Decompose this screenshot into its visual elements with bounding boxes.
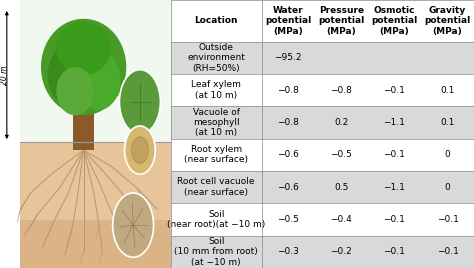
Bar (421, 236, 474, 268)
Text: −0.1: −0.1 (383, 215, 405, 224)
Bar (368, 139, 421, 171)
Text: Outside
environment
(RH=50%): Outside environment (RH=50%) (187, 43, 245, 73)
Bar (73, 107, 94, 150)
Text: Pressure
potential
(MPa): Pressure potential (MPa) (318, 6, 365, 36)
Bar (171, 203, 262, 236)
Text: −0.2: −0.2 (330, 247, 352, 256)
Bar (421, 42, 474, 74)
Text: −0.1: −0.1 (383, 150, 405, 159)
Text: 0: 0 (445, 183, 450, 192)
Bar (368, 236, 421, 268)
Bar (421, 139, 474, 171)
Bar (20, 142, 171, 268)
Text: −1.1: −1.1 (383, 118, 405, 127)
Circle shape (131, 137, 148, 163)
Text: −0.6: −0.6 (277, 150, 299, 159)
Text: −0.6: −0.6 (277, 183, 299, 192)
Ellipse shape (56, 67, 94, 115)
Ellipse shape (41, 19, 126, 115)
Text: −0.1: −0.1 (437, 215, 458, 224)
Bar (315, 42, 368, 74)
Bar (421, 171, 474, 203)
Text: −0.8: −0.8 (277, 85, 299, 95)
Text: 0.5: 0.5 (334, 183, 348, 192)
Bar (315, 236, 368, 268)
Text: −0.3: −0.3 (277, 247, 299, 256)
Bar (262, 139, 315, 171)
Ellipse shape (56, 21, 111, 75)
Bar (368, 171, 421, 203)
Bar (171, 0, 262, 42)
Text: Location: Location (194, 16, 238, 25)
Text: −0.1: −0.1 (383, 85, 405, 95)
Ellipse shape (78, 51, 120, 110)
Bar (262, 74, 315, 106)
Text: Root cell vacuole
(near surface): Root cell vacuole (near surface) (177, 177, 255, 197)
Bar (262, 106, 315, 139)
Bar (421, 203, 474, 236)
Circle shape (125, 126, 155, 174)
Bar (421, 0, 474, 42)
Bar (171, 74, 262, 106)
Text: 0.1: 0.1 (440, 85, 455, 95)
Circle shape (119, 70, 160, 134)
Text: 20 m: 20 m (0, 65, 9, 85)
Text: −0.5: −0.5 (330, 150, 352, 159)
Bar (421, 74, 474, 106)
Bar (315, 0, 368, 42)
Bar (20, 220, 171, 268)
Bar (20, 0, 171, 142)
Text: −0.1: −0.1 (383, 247, 405, 256)
Bar (315, 139, 368, 171)
Text: −0.8: −0.8 (330, 85, 352, 95)
Bar (171, 139, 262, 171)
Ellipse shape (48, 43, 96, 107)
Text: 0.2: 0.2 (334, 118, 348, 127)
Bar (368, 203, 421, 236)
Bar (315, 74, 368, 106)
Bar (368, 0, 421, 42)
Text: 0.1: 0.1 (440, 118, 455, 127)
Bar (368, 106, 421, 139)
Text: −0.1: −0.1 (437, 247, 458, 256)
Text: −1.1: −1.1 (383, 183, 405, 192)
Text: −0.4: −0.4 (330, 215, 352, 224)
Text: 0: 0 (445, 150, 450, 159)
Text: Soil
(near root)(at −10 m): Soil (near root)(at −10 m) (167, 210, 265, 229)
Bar (315, 171, 368, 203)
Text: Leaf xylem
(at 10 m): Leaf xylem (at 10 m) (191, 80, 241, 100)
Bar (315, 106, 368, 139)
Bar (262, 171, 315, 203)
Text: Gravity
potential
(MPa): Gravity potential (MPa) (424, 6, 471, 36)
Bar (171, 236, 262, 268)
Text: −95.2: −95.2 (274, 53, 302, 62)
Text: −0.5: −0.5 (277, 215, 299, 224)
Circle shape (113, 193, 154, 257)
Bar (171, 171, 262, 203)
Bar (368, 42, 421, 74)
Text: Soil
(10 mm from root)
(at −10 m): Soil (10 mm from root) (at −10 m) (174, 237, 258, 267)
Text: Osmotic
potential
(MPa): Osmotic potential (MPa) (371, 6, 418, 36)
Bar (262, 0, 315, 42)
Bar (421, 106, 474, 139)
Bar (368, 74, 421, 106)
Bar (262, 236, 315, 268)
Text: Root xylem
(near surface): Root xylem (near surface) (184, 145, 248, 165)
Text: Vacuole of
mesophyll
(at 10 m): Vacuole of mesophyll (at 10 m) (192, 107, 240, 137)
Bar (262, 42, 315, 74)
Text: Water
potential
(MPa): Water potential (MPa) (265, 6, 311, 36)
Bar (315, 203, 368, 236)
Bar (171, 42, 262, 74)
Bar (262, 203, 315, 236)
Bar (171, 106, 262, 139)
Text: −0.8: −0.8 (277, 118, 299, 127)
